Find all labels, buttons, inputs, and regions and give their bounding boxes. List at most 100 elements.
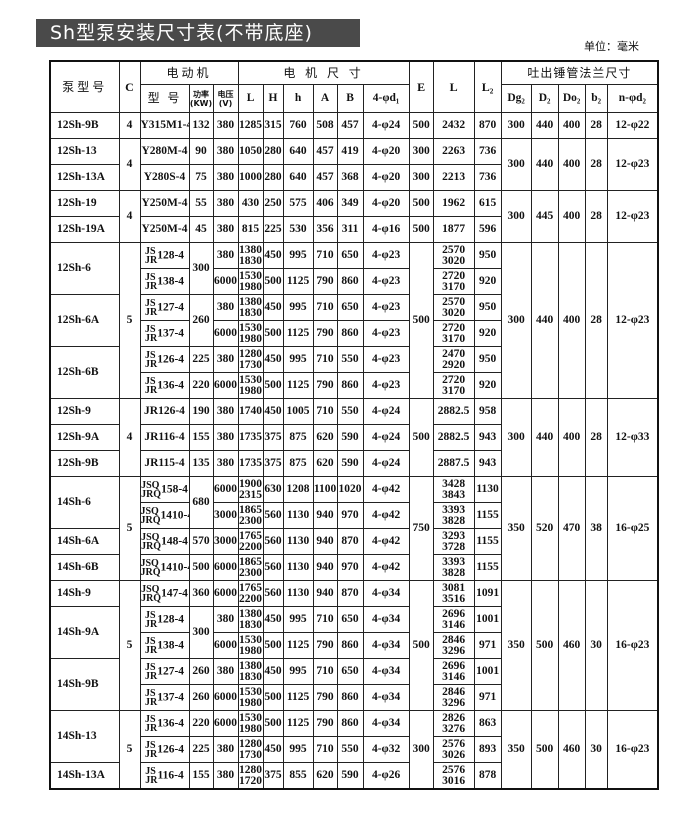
table-cell: 710	[312, 346, 338, 373]
table-cell: 995	[282, 736, 314, 763]
table-cell: 28	[584, 112, 608, 139]
table-cell: 500	[408, 216, 434, 243]
table-cell: 2263	[432, 138, 475, 165]
table-row: 12Sh-6A JS JR127-4 260 380 1380 1830 450 995 710 6…	[49, 294, 658, 347]
table-cell: 520	[530, 476, 559, 581]
table-cell: 500	[262, 710, 284, 737]
table-cell: 470	[557, 476, 586, 581]
table-cell: 710	[312, 736, 338, 763]
table-cell: 500	[530, 580, 559, 711]
two-line-value: 1865 2300	[239, 503, 263, 527]
table-cell: 1130	[282, 528, 314, 555]
table-cell: 3000	[212, 528, 239, 555]
table-cell: 350	[500, 580, 532, 711]
table-cell: 1380 1830	[237, 242, 264, 269]
table-cell: 155	[188, 762, 214, 790]
table-cell: 1100	[312, 476, 338, 503]
table-cell: 650	[336, 294, 364, 321]
table-cell: 4-φ23	[362, 372, 410, 399]
two-line-value: 1530 1980	[239, 685, 263, 709]
two-line-value: 2846 3296	[442, 633, 466, 657]
header-pump-model: 泵型号	[49, 60, 120, 113]
table-cell: 1765 2200	[237, 580, 264, 607]
table-cell: JS JR116-4	[139, 762, 190, 790]
table-cell: 4-φ34	[362, 658, 410, 685]
table-cell: 500	[262, 372, 284, 399]
two-line-value: 1380 1830	[239, 295, 263, 319]
table-cell: 1877	[432, 216, 475, 243]
table-cell: 1530 1980	[237, 684, 264, 711]
table-cell: 300	[188, 606, 214, 659]
table-cell: 2882.5	[432, 424, 475, 451]
motor-model: 138-4	[157, 275, 185, 287]
table-cell: JS JR127-4	[139, 658, 190, 685]
table-cell: 815	[237, 216, 264, 243]
table-cell: 350	[500, 476, 532, 581]
table-cell: 28	[584, 242, 608, 399]
table-cell: 380	[212, 216, 239, 243]
power-label: 功率	[193, 89, 209, 99]
table-cell: 995	[282, 346, 314, 373]
two-line-value: 2720 3170	[442, 269, 466, 293]
motor-series-prefix: JS JR	[144, 375, 158, 396]
header-dim-b: B	[336, 84, 364, 113]
table-cell: 943	[473, 450, 502, 477]
table-cell: 300	[188, 242, 214, 295]
page-title: Sh型泵安装尺寸表(不带底座)	[36, 19, 360, 47]
table-cell: JS JR138-4	[139, 268, 190, 295]
table-cell: 30	[584, 710, 608, 790]
table-cell: 500	[408, 190, 434, 217]
table-cell: 380	[212, 658, 239, 685]
table-cell: 375	[262, 762, 284, 790]
table-cell: 3393 3828	[432, 554, 475, 581]
motor-model: 136-4	[157, 717, 185, 729]
table-cell: 1865 2300	[237, 502, 264, 529]
table-cell: 860	[336, 372, 364, 399]
table-cell: 375	[262, 450, 284, 477]
table-cell: 1765 2200	[237, 528, 264, 555]
two-line-value: 3393 3828	[442, 555, 466, 579]
table-cell: 400	[557, 398, 586, 477]
table-cell: 1125	[282, 710, 314, 737]
table-cell: 6000	[212, 268, 239, 295]
power-unit: (KW)	[189, 98, 213, 108]
motor-model: 116-4	[157, 769, 184, 781]
two-line-value: 1530 1980	[239, 711, 263, 735]
motor-series-prefix: JSQ JRQ	[141, 531, 162, 552]
table-cell: 349	[336, 190, 364, 217]
table-cell: 16-φ23	[606, 710, 659, 790]
table-cell: 2570 3020	[432, 294, 475, 321]
table-cell: 28	[584, 190, 608, 243]
table-cell: 450	[262, 658, 284, 685]
table-cell: 2887.5	[432, 450, 475, 477]
table-cell: 5	[118, 242, 141, 399]
table-cell: 368	[336, 164, 364, 191]
table-cell: 14Sh-13A	[49, 762, 120, 790]
table-cell: 356	[312, 216, 338, 243]
header-b2: b₂	[584, 84, 608, 113]
table-cell: 950	[473, 242, 502, 269]
table-cell: 380	[212, 398, 239, 425]
table-cell: 6000	[212, 710, 239, 737]
table-cell: 710	[312, 606, 338, 633]
table-cell: 560	[262, 502, 284, 529]
table-cell: 590	[336, 762, 364, 790]
header-motor-dims: 电 机 尺 寸	[237, 60, 410, 85]
motor-series-prefix: JS JR	[144, 245, 158, 266]
table-row: 14Sh-13A JS JR116-4 155 380 1280 1720 375 855 620…	[49, 762, 658, 790]
table-cell: 4-φ24	[362, 112, 410, 139]
table-cell: 1735	[237, 424, 264, 451]
voltage-unit: (V)	[218, 98, 233, 108]
table-cell: 450	[262, 242, 284, 269]
table-cell: 45	[188, 216, 214, 243]
table-cell: 995	[282, 242, 314, 269]
table-cell: 590	[336, 450, 364, 477]
table-cell: JSQ JRQ158-4	[139, 476, 190, 503]
two-line-value: 1865 2300	[239, 555, 263, 579]
table-cell: JSQ JRQ147-4	[139, 580, 190, 607]
table-cell: 3000	[212, 502, 239, 529]
table-cell: 790	[312, 268, 338, 295]
table-cell: 12Sh-6A	[49, 294, 120, 347]
two-line-value: 1765 2200	[239, 529, 263, 553]
table-cell: 380	[212, 346, 239, 373]
